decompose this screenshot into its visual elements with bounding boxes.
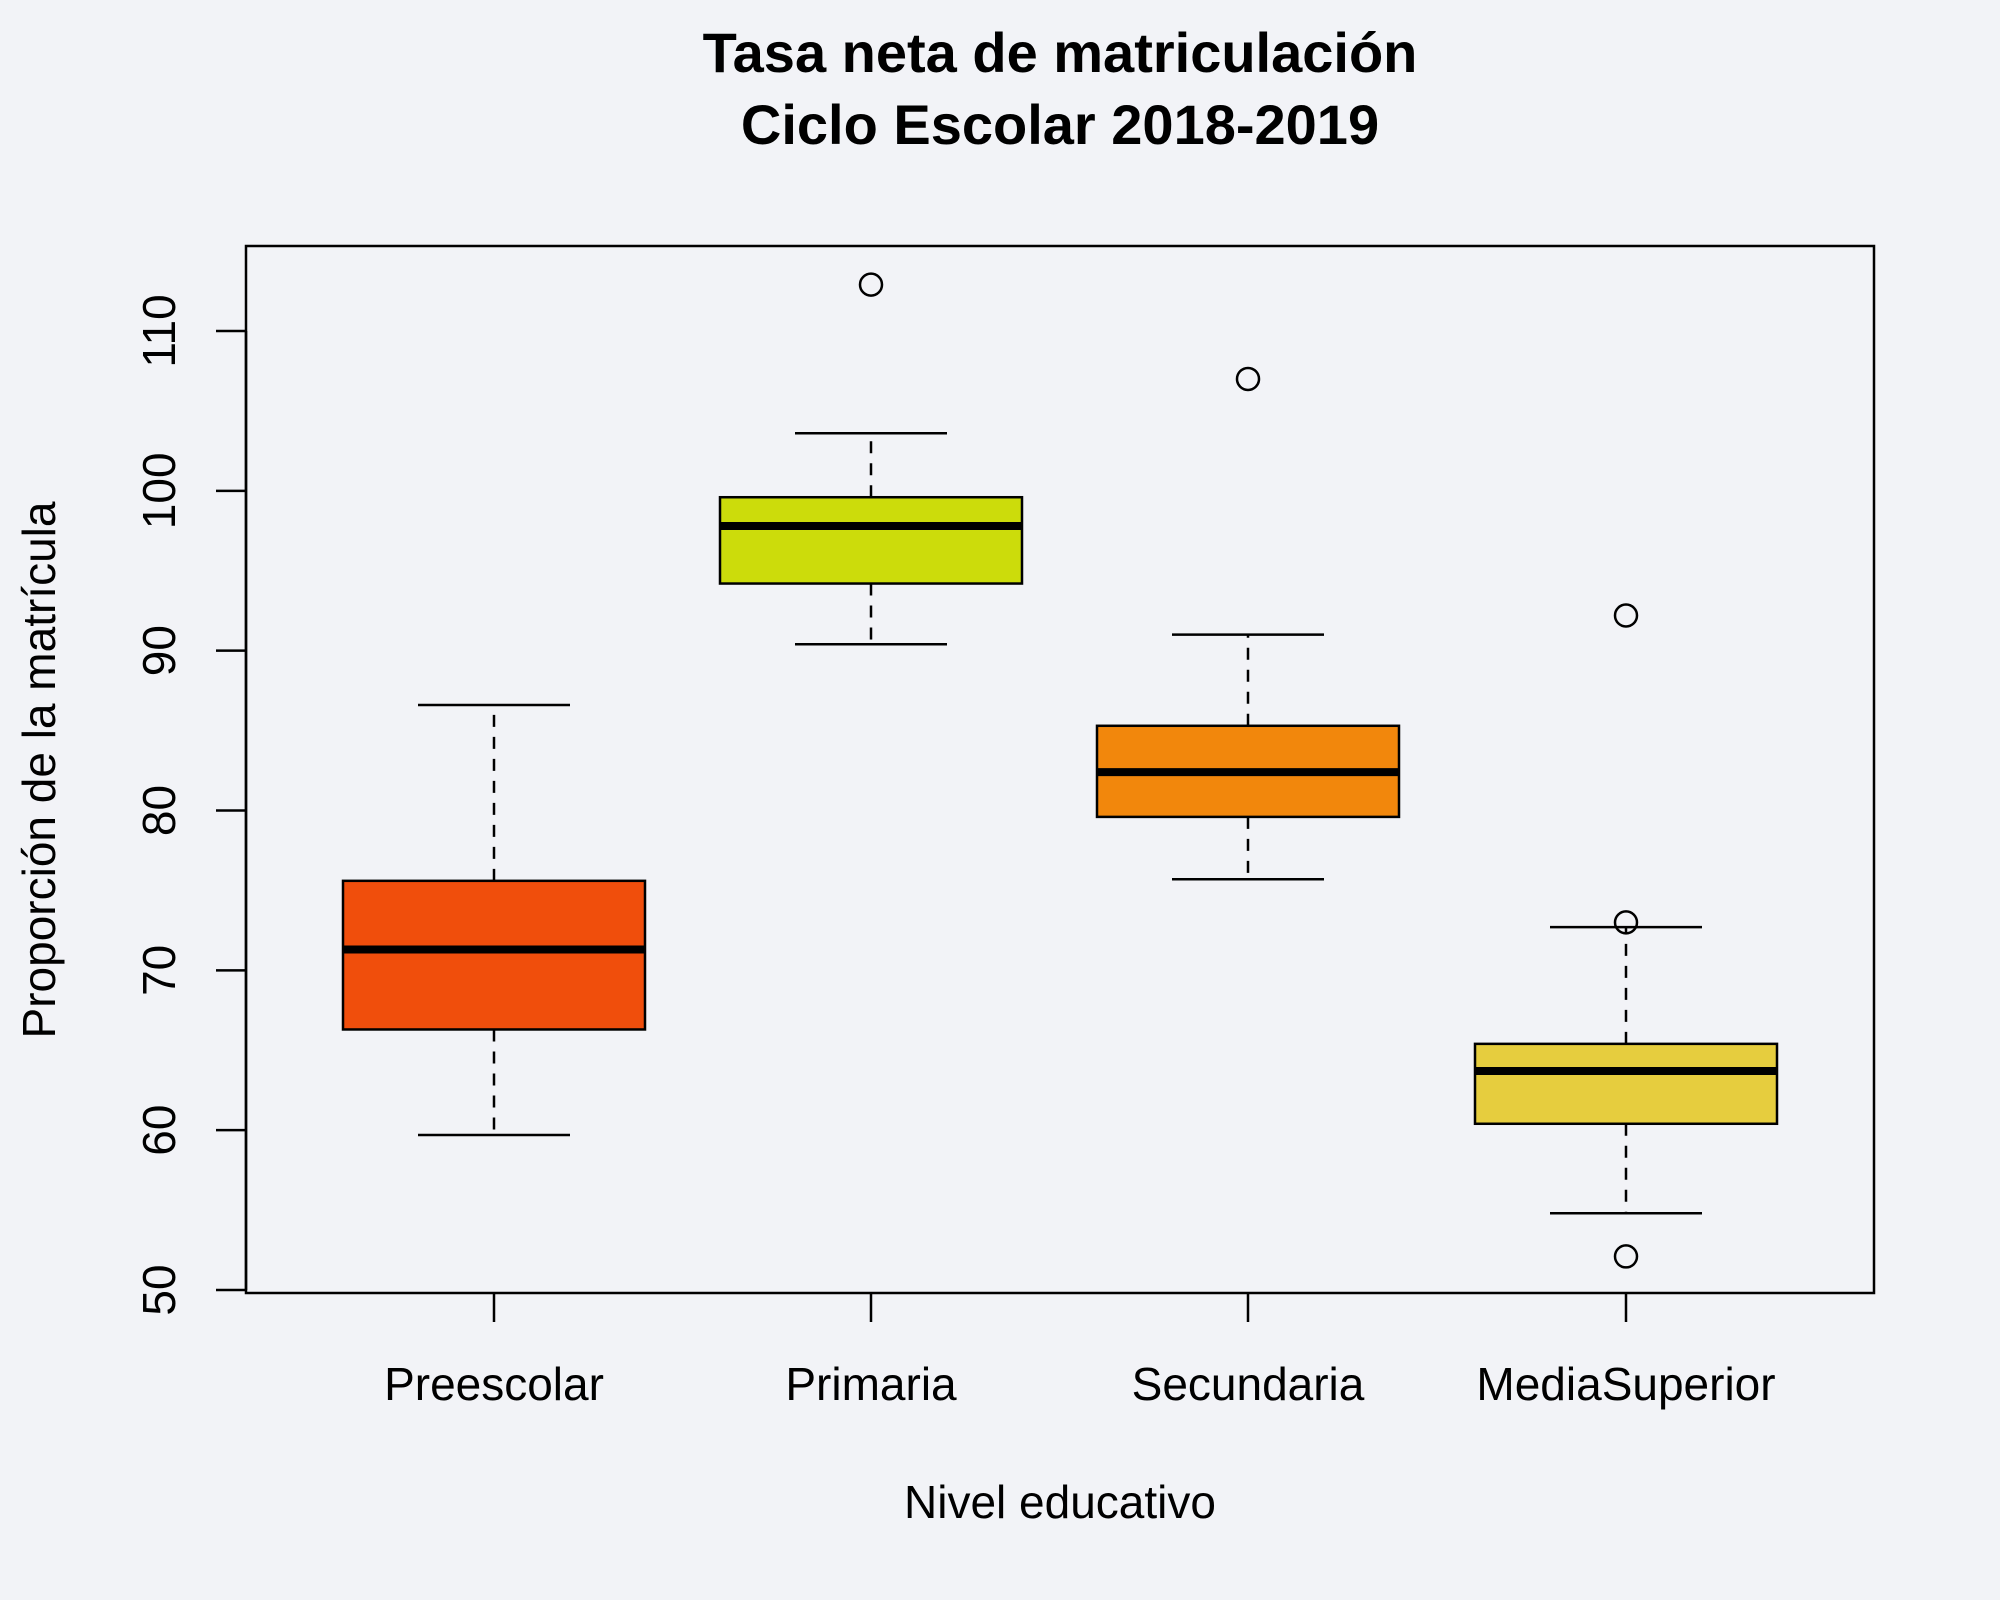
x-tick-label: Preescolar [384,1358,604,1410]
x-axis-label: Nivel educativo [904,1476,1216,1528]
box-mediasuperior [1473,1042,1779,1126]
y-tick-label: 50 [133,1264,185,1315]
box-primaria [718,495,1024,585]
chart-title-line-1: Tasa neta de matriculación [703,21,1418,84]
boxes-group [341,272,1779,1269]
box-preescolar [341,879,647,1031]
outlier-point [1613,603,1639,628]
y-tick-label: 80 [133,785,185,836]
x-tick-label: MediaSuperior [1476,1358,1775,1410]
x-tick-label: Primaria [785,1358,957,1410]
outlier-point [1613,1244,1639,1269]
x-axis: Preescolar Primaria Secundaria MediaSuperio… [384,1293,1776,1410]
y-tick-label: 90 [133,625,185,676]
outlier-point [1235,366,1261,392]
x-tick-label: Secundaria [1132,1358,1365,1410]
y-tick-label: 60 [133,1105,185,1156]
y-axis-label: Proporción de la matrícula [13,501,65,1038]
outlier-point [858,272,884,297]
outlier-point [1613,910,1639,935]
chart-title-line-2: Ciclo Escolar 2018-2019 [741,93,1379,156]
y-tick-label: 100 [133,452,185,529]
y-tick-label: 70 [133,945,185,996]
y-tick-label: 110 [133,294,185,367]
y-axis: 50 60 70 80 90 100 110 [133,294,248,1316]
